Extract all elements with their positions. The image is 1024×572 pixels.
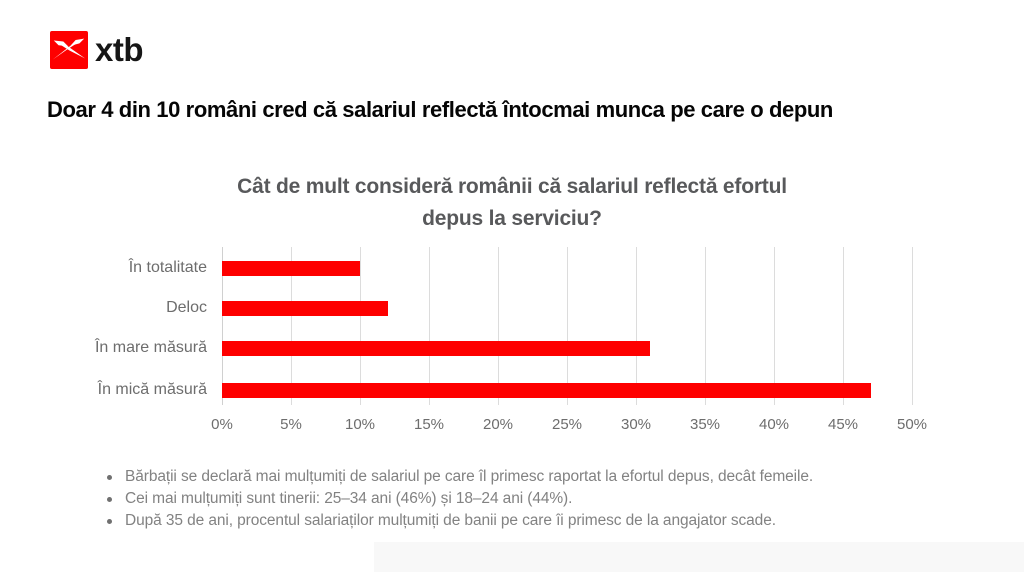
category-label: În totalitate xyxy=(128,259,207,276)
x-axis-tick-label: 10% xyxy=(344,416,376,433)
gridline xyxy=(636,247,637,405)
bullet-dot-icon xyxy=(107,497,112,502)
page-headline: Doar 4 din 10 români cred că salariul re… xyxy=(47,97,833,122)
x-axis-tick-label: 0% xyxy=(211,416,233,433)
gridline xyxy=(360,247,361,405)
bullet-text: Bărbații se declară mai mulțumiți de sal… xyxy=(125,468,814,485)
gridline xyxy=(567,247,568,405)
bar-2 xyxy=(222,301,388,316)
gridline xyxy=(774,247,775,405)
bar-chart-plot-area xyxy=(222,247,913,405)
x-axis-tick-label: 15% xyxy=(413,416,445,433)
xtb-logo-wordmark: xtb xyxy=(95,31,144,68)
chart-title: Cât de mult consideră românii că salariu… xyxy=(0,171,1024,235)
category-label: În mare măsură xyxy=(94,339,207,356)
x-axis-tick-label: 5% xyxy=(280,416,302,433)
chart-title-line-1: Cât de mult consideră românii că salariu… xyxy=(237,175,787,198)
bullet-item: După 35 de ani, procentul salariaților m… xyxy=(104,510,813,532)
x-axis-tick-label: 30% xyxy=(620,416,652,433)
x-axis-tick-label: 45% xyxy=(827,416,859,433)
x-axis-tick-label: 50% xyxy=(896,416,928,433)
category-label: Deloc xyxy=(166,299,207,316)
bar-4 xyxy=(222,383,871,398)
gridline xyxy=(498,247,499,405)
gridline xyxy=(705,247,706,405)
gridline xyxy=(429,247,430,405)
footer-band xyxy=(374,542,1024,572)
xtb-logo: xtb xyxy=(50,31,144,69)
bullet-text: După 35 de ani, procentul salariaților m… xyxy=(125,512,776,529)
chart-title-line-2: depus la serviciu? xyxy=(422,207,602,230)
x-axis-tick-label: 40% xyxy=(758,416,790,433)
gridline xyxy=(912,247,913,405)
category-label: În mică măsură xyxy=(97,381,207,398)
bar-1 xyxy=(222,261,360,276)
x-axis-tick-label: 20% xyxy=(482,416,514,433)
gridline xyxy=(222,247,223,405)
bullet-text: Cei mai mulțumiți sunt tinerii: 25–34 an… xyxy=(125,490,573,507)
gridline xyxy=(291,247,292,405)
bullet-dot-icon xyxy=(107,519,112,524)
xtb-logo-mark xyxy=(50,31,88,69)
bar-3 xyxy=(222,341,650,356)
bullet-item: Bărbații se declară mai mulțumiți de sal… xyxy=(104,466,813,488)
bullet-dot-icon xyxy=(107,475,112,480)
swallow-icon xyxy=(50,31,88,69)
insight-bullets: Bărbații se declară mai mulțumiți de sal… xyxy=(104,466,813,532)
bullet-item: Cei mai mulțumiți sunt tinerii: 25–34 an… xyxy=(104,488,813,510)
x-axis-tick-label: 25% xyxy=(551,416,583,433)
x-axis-tick-label: 35% xyxy=(689,416,721,433)
gridline xyxy=(843,247,844,405)
